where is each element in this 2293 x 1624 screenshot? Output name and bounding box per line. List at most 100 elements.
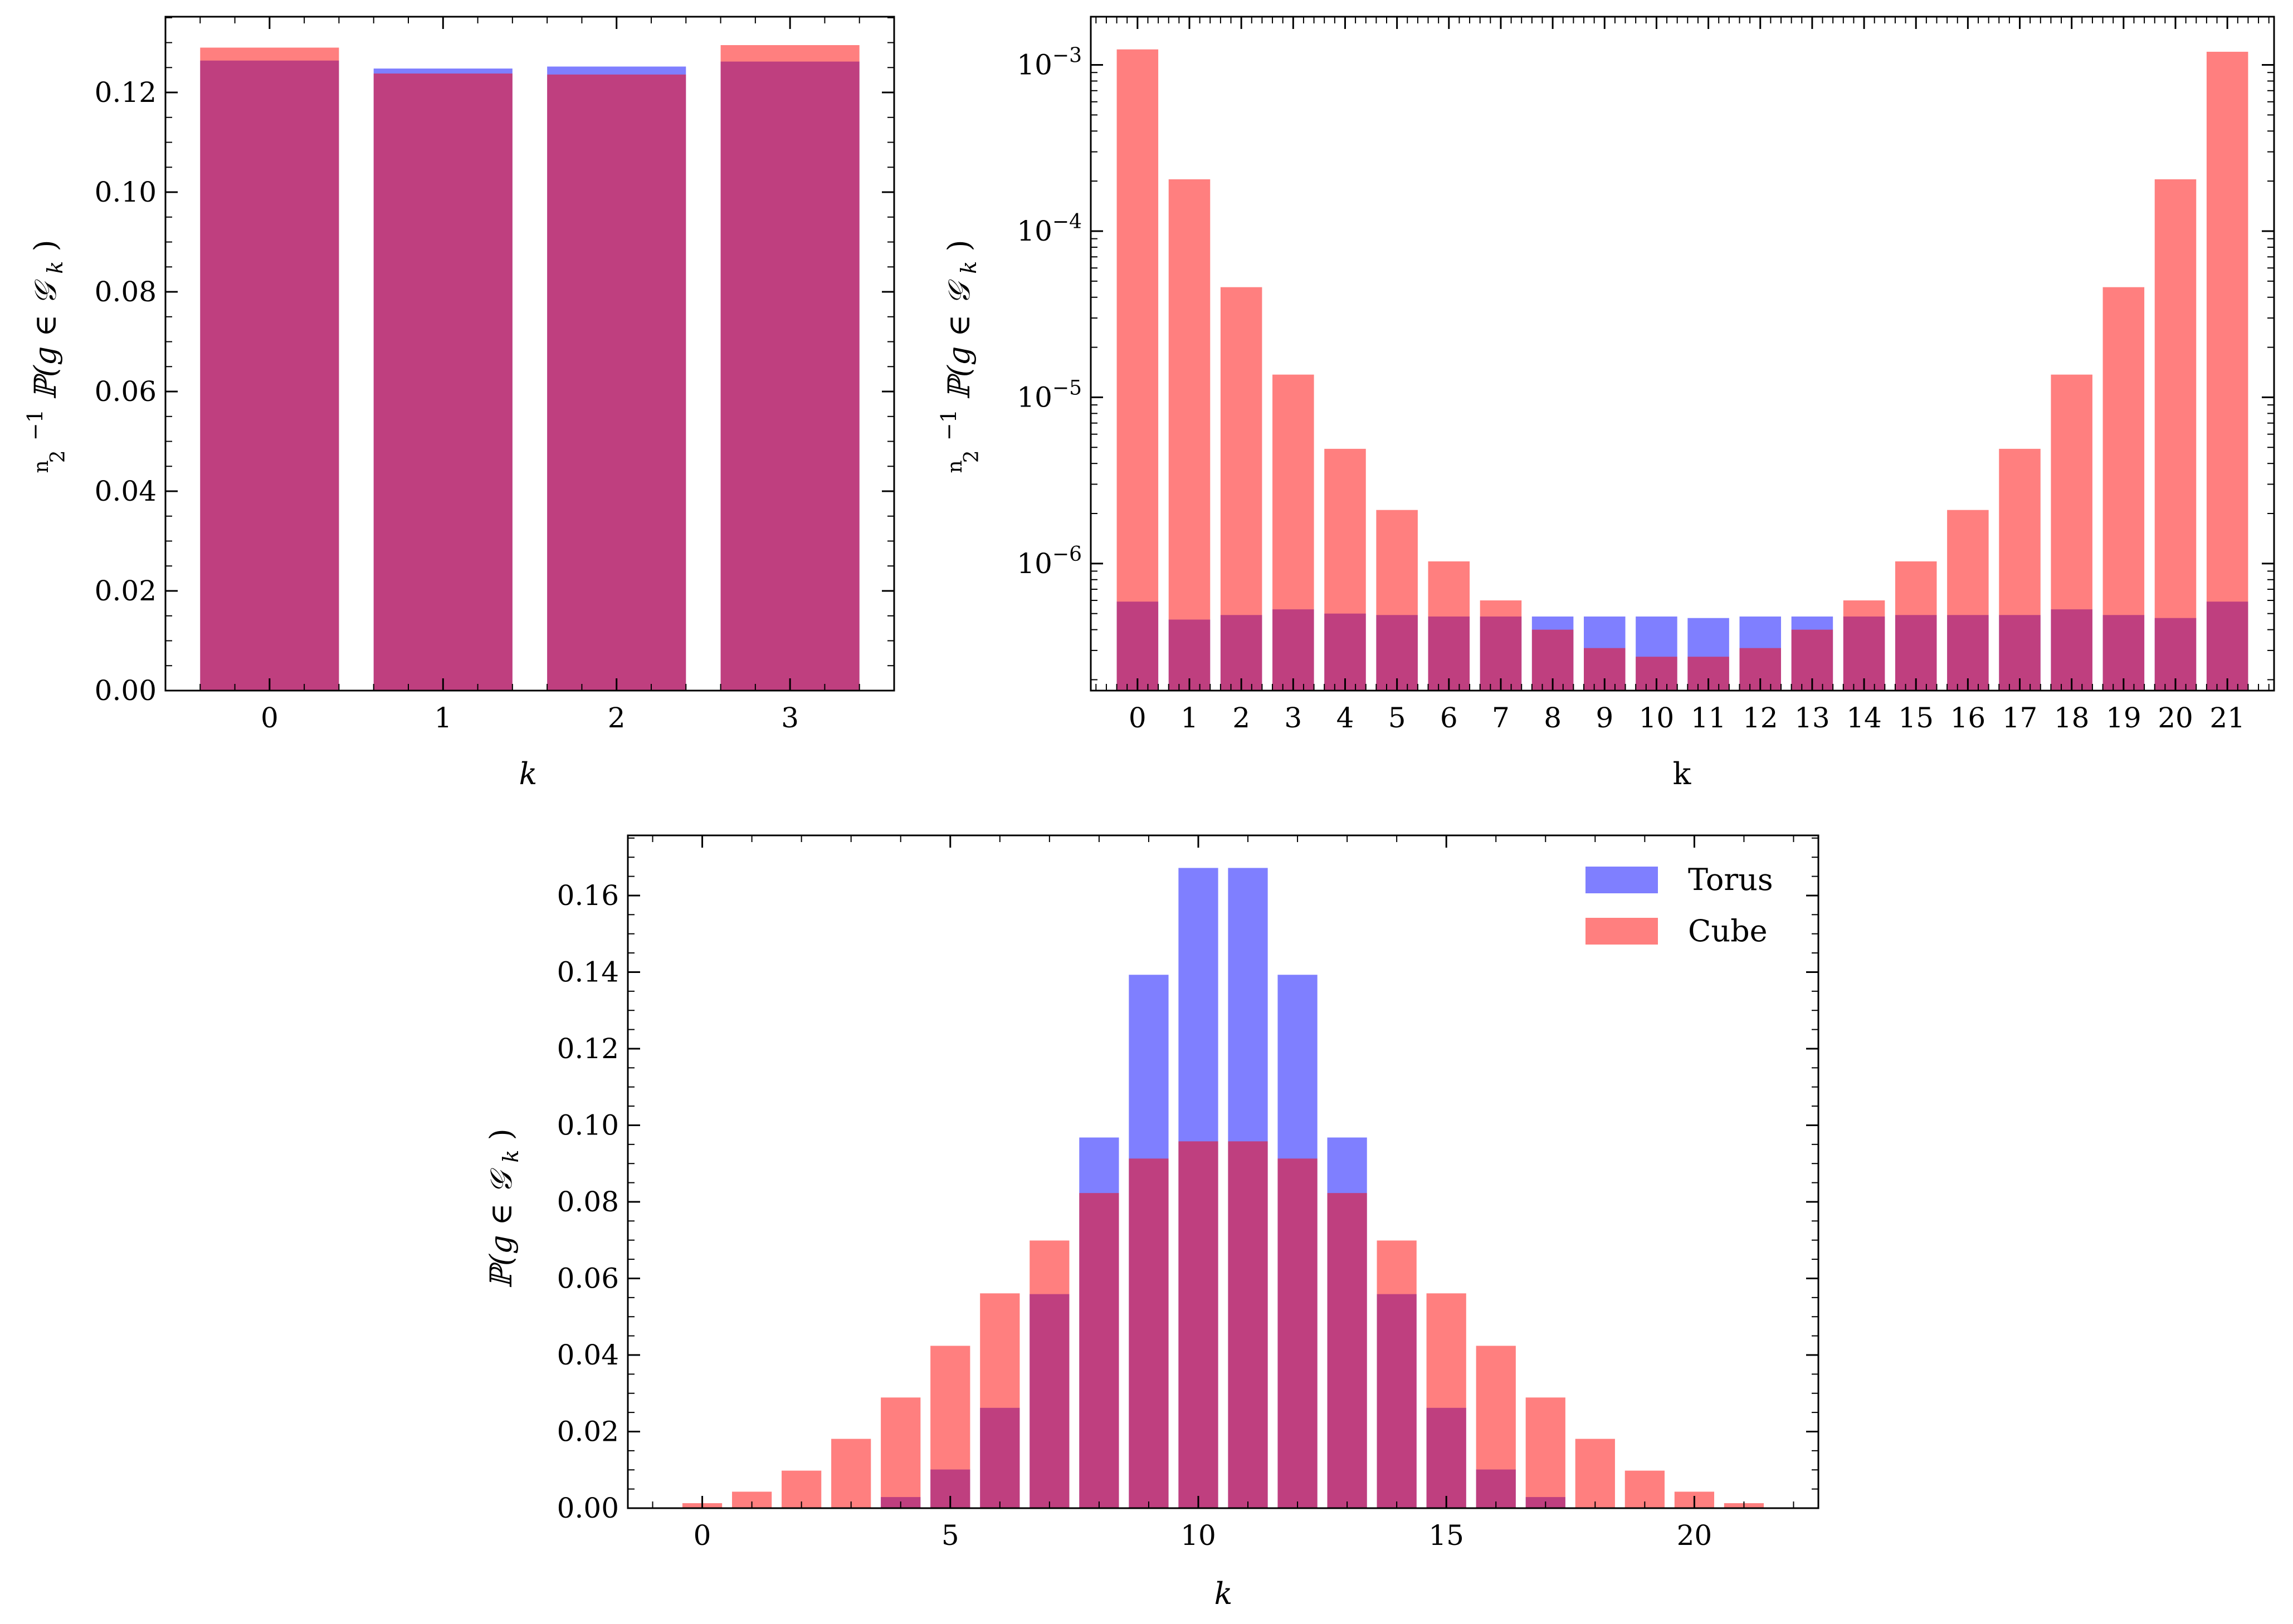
bar-cube-17: [1999, 448, 2041, 691]
x-axis-label: k: [519, 756, 538, 791]
x-tick-label: 10: [1180, 1519, 1216, 1552]
x-tick-label: 1: [1180, 702, 1198, 734]
y-tick-label: 0.12: [95, 76, 157, 109]
bar-cube-18: [2051, 374, 2092, 691]
bar-cube-12: [1277, 1158, 1318, 1508]
axes: 10−610−510−410−30 1 2 3 4 5 6 7 8 9 10 11 12 13 14 15 16…: [1017, 16, 2275, 734]
y-axis-label: n 2 −1 ℙ(g ∈ 𝒢 k ): [928, 239, 985, 473]
bar-cube-4: [881, 1397, 921, 1508]
bar-cube-14: [1377, 1240, 1417, 1508]
x-tick-label: 3: [781, 702, 799, 734]
x-tick-label: 2: [1232, 702, 1250, 734]
y-tick-label: 10−4: [1017, 211, 1082, 247]
legend: Torus Cube: [1585, 862, 1773, 948]
legend-label-cube: Cube: [1688, 913, 1768, 948]
bar-cube-8: [1079, 1193, 1119, 1508]
bar-cube-16: [1947, 510, 1989, 691]
bar-cube-15: [1895, 561, 1937, 691]
bar-cube-21: [2206, 51, 2248, 691]
y-tick-label: 0.02: [557, 1415, 619, 1447]
y-tick-label: 0.06: [557, 1262, 619, 1294]
y-tick-label: 10−3: [1017, 45, 1082, 81]
bar-cube-2: [1220, 287, 1262, 691]
x-tick-label: 0: [1129, 702, 1146, 734]
bar-cube-3: [831, 1439, 871, 1508]
x-tick-label: 13: [1794, 702, 1830, 734]
x-tick-label: 8: [1544, 702, 1562, 734]
y-tick-label: 0.10: [95, 176, 157, 208]
y-tick-label: 10−5: [1017, 376, 1082, 413]
y-tick-label: 10−6: [1017, 543, 1082, 580]
bar-group: [200, 45, 860, 691]
plot-frame: [627, 834, 1819, 1509]
y-tick-label: 0.00: [557, 1492, 619, 1524]
x-axis-label: k: [1673, 756, 1692, 791]
x-tick-label: 7: [1492, 702, 1510, 734]
x-tick-label: 15: [1898, 702, 1934, 734]
bar-cube-1: [1168, 179, 1211, 691]
y-tick-label: 0.00: [95, 674, 157, 707]
x-tick-label: 15: [1428, 1519, 1464, 1552]
x-tick-label: 20: [2158, 702, 2193, 734]
legend-swatch-cube: [1585, 918, 1658, 945]
x-tick-label: 0: [261, 702, 279, 734]
x-tick-label: 17: [2002, 702, 2038, 734]
y-tick-label: 0.16: [557, 879, 619, 912]
bar-group: [682, 868, 1764, 1508]
bar-cube-3: [720, 45, 860, 691]
bar-cube-13: [1327, 1193, 1367, 1508]
y-tick-label: 0.10: [557, 1109, 619, 1141]
panel-bottom: 0.00 0.02 0.04 0.06 0.08 0.10 0.12 0.14 0.16 0 5 10…: [484, 834, 1819, 1611]
bar-cube-0: [1116, 49, 1159, 691]
bar-cube-2: [547, 74, 686, 691]
x-tick-label: 6: [1440, 702, 1458, 734]
x-tick-label: 0: [694, 1519, 711, 1552]
bar-cube-17: [1525, 1397, 1565, 1508]
axes: 0.00 0.02 0.04 0.06 0.08 0.10 0.12 0 1 2 3: [95, 16, 895, 734]
y-tick-label: 0.08: [95, 276, 157, 308]
panel-top-right: 10−610−510−410−30 1 2 3 4 5 6 7 8 9 10 11 12 13 14 15 16…: [928, 16, 2275, 791]
x-tick-label: 18: [2054, 702, 2090, 734]
y-axis-label: n 2 −1 ℙ(g ∈ 𝒢 k ): [14, 239, 72, 473]
x-tick-label: 11: [1691, 702, 1726, 734]
bar-cube-18: [1575, 1439, 1615, 1508]
x-tick-label: 9: [1596, 702, 1613, 734]
y-tick-label: 0.14: [557, 956, 619, 988]
legend-item-cube: Cube: [1585, 913, 1768, 948]
bar-cube-19: [2102, 287, 2145, 691]
x-tick-label: 20: [1677, 1519, 1713, 1552]
x-tick-label: 10: [1639, 702, 1675, 734]
bar-cube-1: [373, 74, 513, 691]
bar-cube-4: [1324, 448, 1366, 691]
x-tick-label: 14: [1846, 702, 1882, 734]
x-tick-label: 21: [2209, 702, 2245, 734]
plot-frame: [1090, 16, 2275, 692]
x-tick-label: 2: [608, 702, 626, 734]
x-tick-label: 1: [434, 702, 452, 734]
bar-cube-20: [2154, 179, 2197, 691]
y-axis-label: ℙ(g ∈ 𝒢 k ): [484, 1128, 525, 1288]
y-tick-label: 0.02: [95, 575, 157, 607]
bar-cube-11: [1228, 1141, 1268, 1508]
bar-cube-5: [1376, 510, 1418, 691]
y-tick-label: 0.04: [557, 1339, 619, 1371]
axes: 0.00 0.02 0.04 0.06 0.08 0.10 0.12 0.14 0.16 0 5 10…: [557, 834, 1819, 1552]
bar-cube-6: [980, 1293, 1020, 1508]
bar-cube-7: [1480, 600, 1522, 691]
legend-item-torus: Torus: [1585, 862, 1773, 897]
x-tick-label: 3: [1284, 702, 1302, 734]
bar-group: [1116, 49, 2248, 691]
x-tick-label: 19: [2106, 702, 2141, 734]
bar-cube-3: [1272, 374, 1314, 691]
x-tick-label: 5: [1388, 702, 1406, 734]
plot-frame: [164, 16, 895, 692]
y-tick-label: 0.12: [557, 1033, 619, 1065]
bar-cube-6: [1428, 561, 1470, 691]
x-tick-label: 16: [1950, 702, 1986, 734]
x-tick-label: 12: [1743, 702, 1778, 734]
legend-label-torus: Torus: [1688, 862, 1773, 897]
legend-swatch-torus: [1585, 867, 1658, 893]
panel-top-left: 0.00 0.02 0.04 0.06 0.08 0.10 0.12 0 1 2 3 k n 2 −…: [14, 16, 895, 791]
y-tick-label: 0.06: [95, 375, 157, 408]
